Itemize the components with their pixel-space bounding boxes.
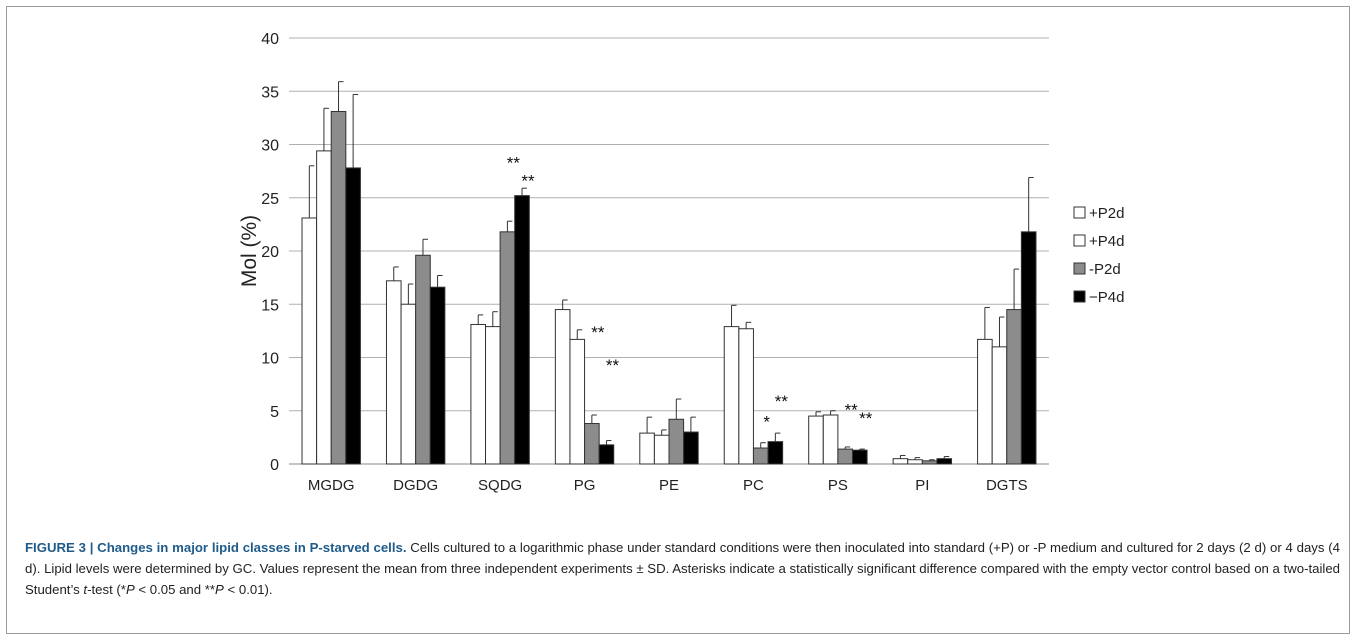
legend-label: +P2d: [1089, 205, 1124, 222]
bar: [1006, 309, 1022, 465]
significance-annotation: **: [775, 392, 789, 411]
x-tick-label: PS: [828, 477, 848, 494]
bar: [767, 441, 784, 465]
y-tick-label: 10: [261, 351, 279, 368]
bar: [837, 448, 853, 465]
x-tick-label: MGDG: [308, 477, 355, 494]
legend-swatch: [1073, 206, 1086, 219]
bar: [851, 449, 868, 465]
x-tick-label: SQDG: [478, 477, 522, 494]
significance-annotation: **: [591, 323, 605, 342]
y-tick-label: 15: [261, 297, 279, 314]
caption-text-1: Cells cultured to a logarithmic phase un…: [25, 540, 1340, 597]
y-tick-label: 30: [261, 138, 279, 155]
bar: [584, 423, 600, 465]
bar: [301, 217, 318, 465]
x-tick-label: DGDG: [393, 477, 438, 494]
bar: [470, 323, 487, 465]
y-tick-label: 40: [261, 31, 279, 48]
caption-text-4: < 0.01).: [223, 582, 273, 597]
legend-label: -P2d: [1089, 261, 1121, 278]
bar: [936, 458, 953, 465]
bar: [485, 326, 501, 465]
x-tick-label: PE: [659, 477, 679, 494]
figure-panel: 0 5 10 15 20 25 30 35 40 Mol (%) MGDG DGDG SQDG PG PE P…: [6, 6, 1350, 634]
caption-label: FIGURE 3 |: [25, 540, 94, 555]
bar: [598, 444, 615, 465]
bar: [345, 167, 361, 465]
bar: [653, 434, 670, 465]
bar: [991, 346, 1008, 465]
bar: [977, 338, 993, 465]
bar: [514, 195, 530, 465]
y-tick-label: 5: [270, 404, 279, 421]
bar: [385, 280, 402, 465]
bar: [316, 150, 332, 465]
bar: [400, 303, 417, 465]
y-tick-label: 20: [261, 244, 279, 261]
bar: [554, 309, 571, 465]
x-tick-label: PG: [574, 477, 596, 494]
x-tick-label: DGTS: [986, 477, 1028, 494]
significance-annotation: **: [521, 172, 535, 191]
bar: [415, 254, 431, 465]
bar: [1020, 231, 1037, 465]
legend-label: +P4d: [1089, 233, 1124, 250]
figure-caption: FIGURE 3 | Changes in major lipid classe…: [25, 537, 1340, 600]
bar: [752, 447, 769, 465]
caption-text-3: < 0.05 and **: [134, 582, 216, 597]
significance-annotation: *: [763, 412, 770, 431]
legend-label: −P4d: [1089, 289, 1124, 306]
bar: [569, 338, 586, 465]
caption-p1: P: [125, 582, 135, 597]
y-tick-label: 35: [261, 84, 279, 101]
significance-annotation: **: [859, 409, 873, 428]
bar: [723, 326, 740, 465]
y-tick-label: 25: [261, 191, 279, 208]
significance-annotation: **: [507, 153, 521, 172]
legend-swatch: [1073, 234, 1086, 247]
caption-title: Changes in major lipid classes in P-star…: [97, 540, 407, 555]
bar: [330, 110, 347, 465]
bar: [639, 432, 655, 465]
y-axis-label: Mol (%): [238, 215, 261, 287]
bar: [822, 414, 839, 465]
bar: [921, 460, 938, 465]
legend-swatch: [1073, 290, 1086, 303]
x-tick-label: PC: [743, 477, 764, 494]
significance-annotation: **: [845, 401, 859, 420]
bar-chart: 0 5 10 15 20 25 30 35 40 Mol (%) MGDG DGDG SQDG PG PE P…: [238, 31, 1124, 494]
significance-annotation: **: [606, 356, 620, 375]
caption-p2: P: [215, 582, 224, 597]
legend-swatch: [1073, 262, 1086, 275]
bar: [668, 418, 685, 465]
caption-text-2: -test (*: [87, 582, 126, 597]
bar: [738, 328, 754, 465]
bar: [499, 231, 516, 465]
y-tick-label: 0: [270, 457, 279, 474]
bar: [429, 286, 446, 465]
bar: [892, 458, 909, 465]
caption-t: t: [83, 582, 88, 597]
x-tick-label: PI: [915, 477, 929, 494]
bar: [683, 431, 699, 465]
bar: [808, 415, 824, 465]
bar: [907, 459, 923, 465]
